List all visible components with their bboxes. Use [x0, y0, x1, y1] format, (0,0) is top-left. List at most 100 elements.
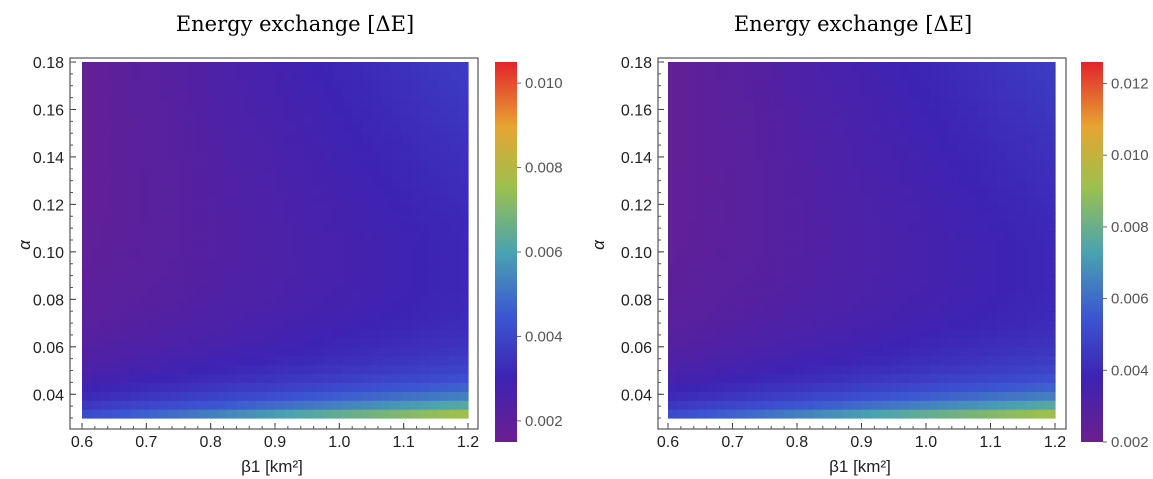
heatmap-cell [207, 159, 218, 170]
heatmap-cell [371, 79, 382, 90]
heatmap-cell [178, 391, 189, 401]
heatmap-cell [400, 293, 411, 303]
heatmap-cell [149, 231, 160, 241]
heatmap-cell [1045, 346, 1056, 357]
heatmap-cell [361, 329, 373, 339]
heatmap-cell [832, 329, 843, 339]
heatmap-cell [755, 346, 766, 357]
heatmap-cell [706, 400, 717, 410]
heatmap-cell [120, 133, 131, 143]
heatmap-cell [803, 320, 814, 330]
heatmap-cell [139, 124, 151, 134]
heatmap-cell [419, 311, 430, 321]
heatmap-cell [842, 248, 853, 259]
heatmap-cell [178, 79, 189, 90]
heatmap-cell [246, 115, 257, 125]
heatmap-cell [977, 311, 988, 321]
heatmap-cell [929, 88, 940, 99]
heatmap-cell [429, 275, 440, 286]
heatmap-cell [352, 159, 363, 170]
heatmap-cell [410, 240, 421, 250]
heatmap-cell [803, 133, 814, 143]
heatmap-cell [429, 391, 440, 401]
heatmap-cell [735, 177, 747, 188]
heatmap-cell [793, 97, 805, 108]
heatmap-cell [226, 400, 237, 410]
heatmap-cell [987, 159, 998, 170]
heatmap-cell [1045, 231, 1056, 241]
heatmap-cell [361, 222, 373, 232]
heatmap-cell [726, 159, 737, 170]
heatmap-cell [294, 382, 305, 392]
heatmap-cell [139, 115, 151, 125]
heatmap-cell [217, 311, 228, 321]
heatmap-cell [91, 70, 102, 81]
heatmap-cell [793, 177, 805, 188]
heatmap-cell [832, 97, 843, 108]
heatmap-cell [996, 106, 1008, 116]
heatmap-cell [822, 284, 834, 294]
heatmap-cell [429, 142, 440, 152]
heatmap-cell [861, 382, 872, 392]
heatmap-cell [265, 302, 276, 312]
heatmap-cell [159, 320, 170, 330]
heatmap-cell [265, 70, 276, 81]
heatmap-cell [139, 302, 151, 312]
heatmap-cell [149, 266, 160, 277]
heatmap-cell [774, 231, 785, 241]
heatmap-cell [745, 400, 756, 410]
heatmap-cell [130, 186, 141, 197]
heatmap-cell [352, 391, 363, 401]
heatmap-cell [755, 275, 766, 286]
heatmap-cell [390, 159, 402, 170]
heatmap-cell [726, 213, 737, 223]
heatmap-cell [168, 231, 180, 241]
heatmap-cell [1016, 275, 1027, 286]
heatmap-cell [958, 257, 969, 268]
heatmap-cell [929, 284, 940, 294]
heatmap-cell [755, 248, 766, 259]
heatmap-cell [178, 222, 189, 232]
heatmap-cell [159, 231, 170, 241]
heatmap-cell [793, 400, 805, 410]
heatmap-cell [1016, 159, 1027, 170]
heatmap-cell [1006, 222, 1017, 232]
heatmap-cell [1006, 186, 1017, 197]
heatmap-cell [735, 355, 747, 366]
heatmap-cell [207, 257, 218, 268]
heatmap-cell [774, 133, 785, 143]
heatmap-cell [139, 329, 151, 339]
heatmap-cell [842, 293, 853, 303]
heatmap-cell [381, 168, 392, 179]
heatmap-cell [880, 266, 892, 277]
heatmap-cell [1006, 257, 1017, 268]
heatmap-cell [130, 115, 141, 125]
heatmap-cell [82, 177, 93, 188]
heatmap-cell [101, 62, 112, 72]
heatmap-cell [188, 79, 199, 90]
heatmap-cell [822, 177, 834, 188]
heatmap-cell [668, 106, 679, 116]
heatmap-cell [784, 213, 795, 223]
heatmap-cell [842, 168, 853, 179]
heatmap-cell [342, 302, 353, 312]
heatmap-cell [352, 257, 363, 268]
heatmap-cell [793, 311, 805, 321]
heatmap-cell [938, 400, 950, 410]
heatmap-cell [149, 240, 160, 250]
heatmap-cell [188, 142, 199, 152]
heatmap-cell [458, 106, 469, 116]
heatmap-cell [851, 373, 863, 383]
heatmap-cell [813, 293, 824, 303]
heatmap-cell [448, 373, 459, 383]
heatmap-cell [987, 382, 998, 392]
heatmap-cell [168, 124, 180, 134]
heatmap-cell [352, 284, 363, 294]
heatmap-cell [677, 311, 688, 321]
heatmap-cell [900, 284, 911, 294]
heatmap-cell [948, 142, 959, 152]
heatmap-cell [706, 337, 717, 348]
heatmap-cell [726, 70, 737, 81]
heatmap-cell [958, 195, 969, 205]
heatmap-cell [793, 195, 805, 205]
